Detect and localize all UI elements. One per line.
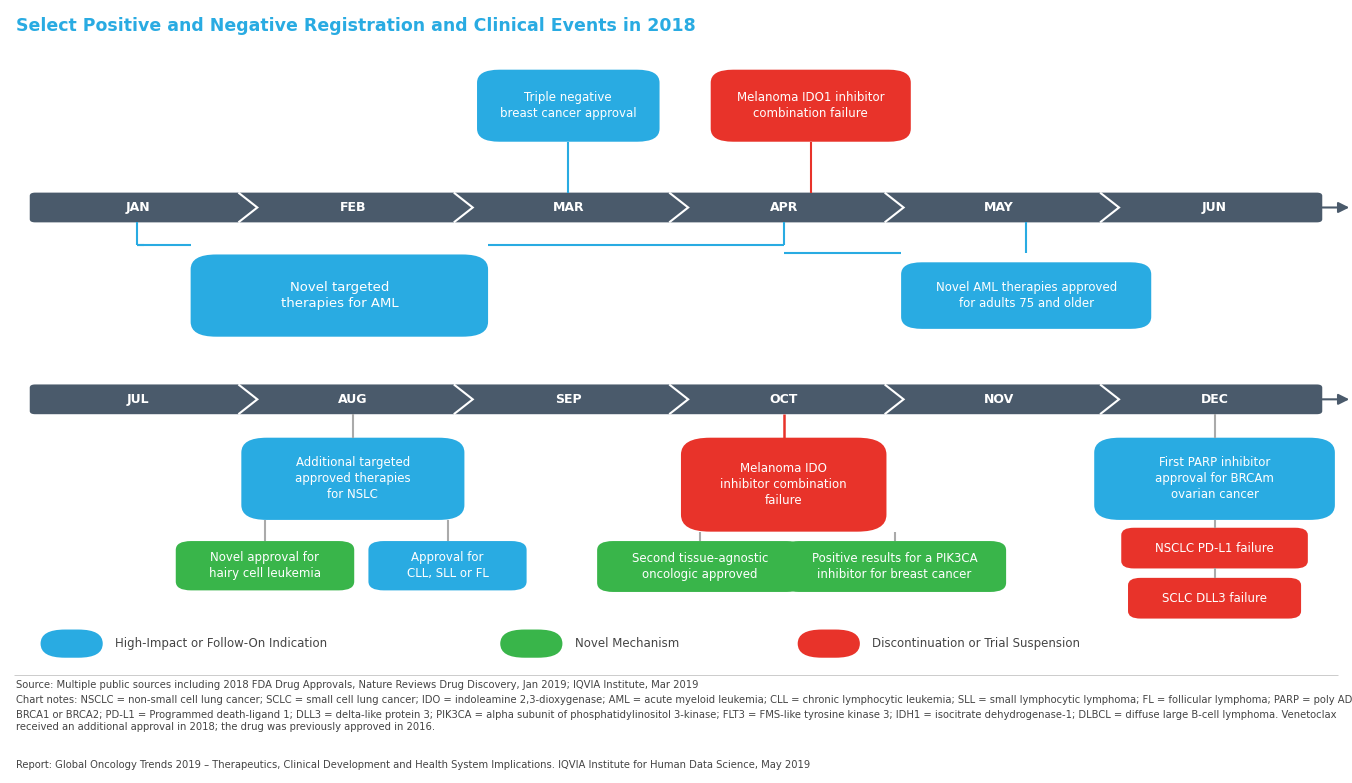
- Text: First PARP inhibitor
approval for BRCAm
ovarian cancer: First PARP inhibitor approval for BRCAm …: [1155, 456, 1274, 501]
- Text: OCT: OCT: [769, 393, 798, 406]
- Text: SEP: SEP: [554, 393, 581, 406]
- FancyBboxPatch shape: [368, 541, 527, 590]
- Text: Approval for
CLL, SLL or FL: Approval for CLL, SLL or FL: [407, 551, 488, 580]
- Text: Novel targeted
therapies for AML: Novel targeted therapies for AML: [280, 281, 399, 310]
- Text: High-Impact or Follow-On Indication: High-Impact or Follow-On Indication: [115, 637, 327, 650]
- Text: JUL: JUL: [126, 393, 149, 406]
- Text: Additional targeted
approved therapies
for NSLC: Additional targeted approved therapies f…: [295, 456, 411, 501]
- Text: Chart notes: NSCLC = non-small cell lung cancer; SCLC = small cell lung cancer; : Chart notes: NSCLC = non-small cell lung…: [16, 695, 1352, 705]
- Text: DEC: DEC: [1201, 393, 1229, 406]
- Text: Select Positive and Negative Registration and Clinical Events in 2018: Select Positive and Negative Registratio…: [16, 17, 696, 35]
- Text: JAN: JAN: [126, 201, 150, 214]
- FancyBboxPatch shape: [41, 630, 103, 658]
- FancyBboxPatch shape: [191, 254, 488, 337]
- FancyBboxPatch shape: [241, 438, 465, 520]
- Text: MAR: MAR: [553, 201, 584, 214]
- FancyBboxPatch shape: [900, 262, 1151, 329]
- FancyBboxPatch shape: [1121, 528, 1307, 568]
- FancyBboxPatch shape: [30, 384, 1322, 414]
- FancyBboxPatch shape: [176, 541, 354, 590]
- Text: BRCA1 or BRCA2; PD-L1 = Programmed death-ligand 1; DLL3 = delta-like protein 3; : BRCA1 or BRCA2; PD-L1 = Programmed death…: [16, 710, 1337, 732]
- Text: MAY: MAY: [984, 201, 1014, 214]
- Text: Report: Global Oncology Trends 2019 – Therapeutics, Clinical Development and Hea: Report: Global Oncology Trends 2019 – Th…: [16, 760, 810, 770]
- Text: Melanoma IDO1 inhibitor
combination failure: Melanoma IDO1 inhibitor combination fail…: [737, 91, 884, 121]
- FancyBboxPatch shape: [598, 541, 803, 592]
- Text: Source: Multiple public sources including 2018 FDA Drug Approvals, Nature Review: Source: Multiple public sources includin…: [16, 680, 699, 690]
- Text: Discontinuation or Trial Suspension: Discontinuation or Trial Suspension: [872, 637, 1080, 650]
- Text: JUN: JUN: [1202, 201, 1228, 214]
- FancyBboxPatch shape: [500, 630, 562, 658]
- FancyBboxPatch shape: [783, 541, 1006, 592]
- Text: Novel AML therapies approved
for adults 75 and older: Novel AML therapies approved for adults …: [936, 281, 1117, 310]
- Text: Triple negative
breast cancer approval: Triple negative breast cancer approval: [500, 91, 637, 121]
- FancyBboxPatch shape: [681, 438, 887, 532]
- Text: NSCLC PD-L1 failure: NSCLC PD-L1 failure: [1155, 542, 1274, 554]
- Text: Positive results for a PIK3CA
inhibitor for breast cancer: Positive results for a PIK3CA inhibitor …: [811, 552, 977, 581]
- FancyBboxPatch shape: [477, 70, 660, 142]
- Text: SCLC DLL3 failure: SCLC DLL3 failure: [1163, 592, 1267, 604]
- Text: Novel Mechanism: Novel Mechanism: [575, 637, 679, 650]
- Text: APR: APR: [769, 201, 798, 214]
- Text: Novel approval for
hairy cell leukemia: Novel approval for hairy cell leukemia: [210, 551, 320, 580]
- Text: FEB: FEB: [339, 201, 366, 214]
- Text: NOV: NOV: [984, 393, 1014, 406]
- FancyBboxPatch shape: [1094, 438, 1334, 520]
- Text: Melanoma IDO
inhibitor combination
failure: Melanoma IDO inhibitor combination failu…: [721, 462, 846, 507]
- FancyBboxPatch shape: [711, 70, 911, 142]
- FancyBboxPatch shape: [1128, 578, 1301, 619]
- Text: AUG: AUG: [338, 393, 368, 406]
- FancyBboxPatch shape: [798, 630, 860, 658]
- Text: Second tissue-agnostic
oncologic approved: Second tissue-agnostic oncologic approve…: [631, 552, 768, 581]
- FancyBboxPatch shape: [30, 193, 1322, 222]
